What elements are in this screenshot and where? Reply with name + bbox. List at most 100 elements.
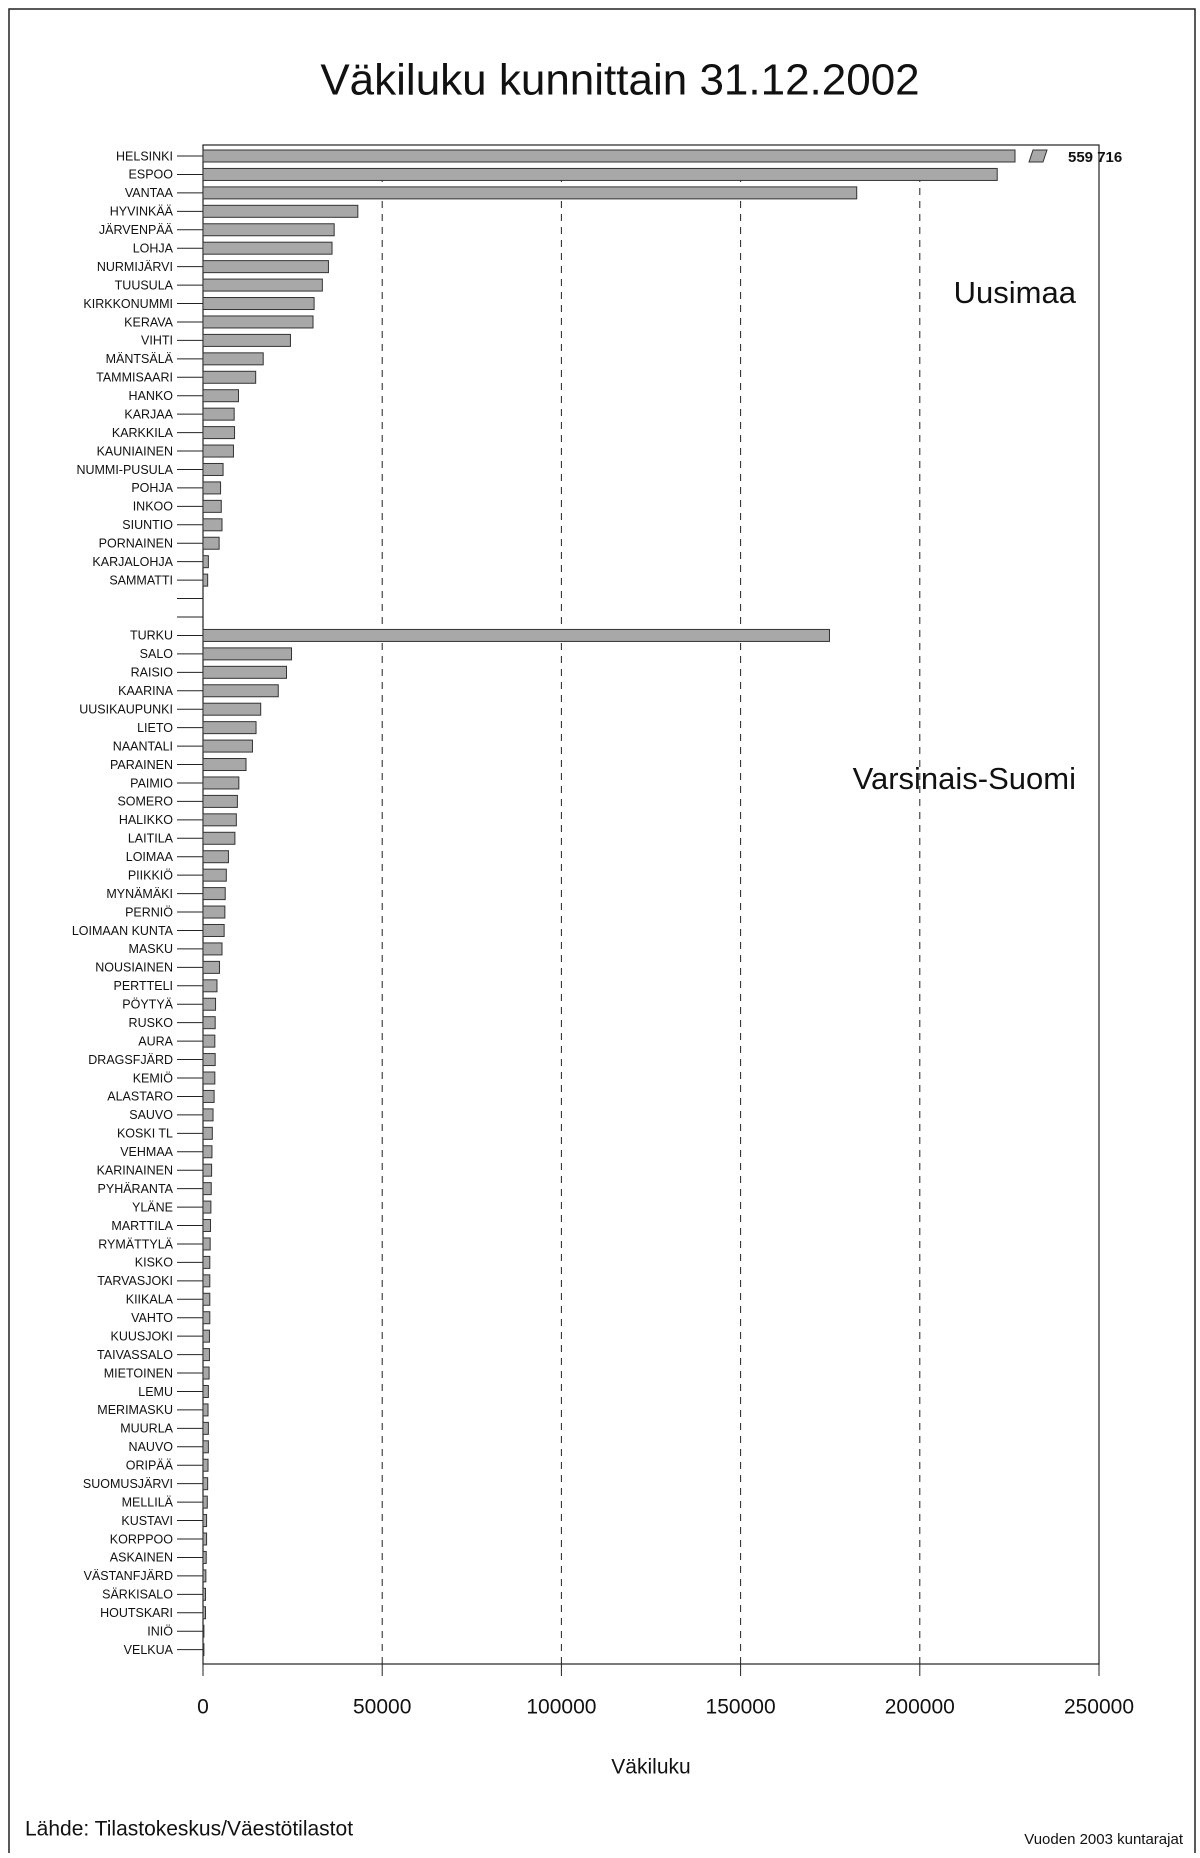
y-tick-label: HANKO (129, 389, 174, 403)
y-tick-label: UUSIKAUPUNKI (79, 702, 173, 716)
y-tick-label: MYNÄMÄKI (106, 887, 173, 901)
y-tick-label: KORPPOO (110, 1532, 173, 1546)
y-tick-label: TURKU (130, 629, 173, 643)
bar (202, 315, 314, 329)
bar (202, 1200, 212, 1214)
bar (202, 1071, 216, 1085)
bar (202, 997, 217, 1011)
bar (202, 721, 257, 735)
source: Lähde: Tilastokeskus/Väestötilastot (25, 1818, 353, 1841)
bar (202, 1126, 213, 1140)
y-tick-label: ESPOO (129, 168, 174, 182)
bar (202, 1384, 209, 1398)
bar (202, 481, 222, 495)
bar (202, 1089, 215, 1103)
y-tick-label: KISKO (135, 1256, 173, 1270)
y-tick-label: ASKAINEN (110, 1551, 173, 1565)
value-label: 559 716 (1068, 149, 1122, 166)
y-tick-label: VAHTO (131, 1311, 173, 1325)
x-tick-label: 0 (197, 1696, 209, 1719)
bar (202, 1606, 207, 1620)
y-tick-label: KIRKKONUMMI (83, 297, 173, 311)
bar (202, 647, 293, 661)
y-tick-label: LEMU (138, 1385, 173, 1399)
bar (202, 628, 830, 642)
bar (202, 960, 220, 974)
x-tick-label: 100000 (526, 1696, 596, 1719)
y-tick-label: KERAVA (124, 315, 174, 329)
y-tick-label: ORIPÄÄ (126, 1459, 174, 1473)
bar (202, 942, 223, 956)
bar (202, 444, 234, 458)
bar (202, 555, 209, 569)
bar (202, 1329, 210, 1343)
bar (202, 1255, 211, 1269)
y-tick-label: INKOO (133, 500, 174, 514)
y-tick-label: KARJALOHJA (92, 555, 173, 569)
bar (202, 1587, 207, 1601)
y-tick-label: KAARINA (118, 684, 174, 698)
bar (202, 223, 335, 237)
bar (202, 352, 264, 366)
y-tick-label: KIIKALA (126, 1293, 174, 1307)
y-tick-label: AURA (138, 1034, 173, 1048)
y-tick-label: PIIKKIÖ (128, 868, 173, 882)
y-tick-label: MUURLA (120, 1422, 173, 1436)
bar (202, 1366, 210, 1380)
chart-title: Väkiluku kunnittain 31.12.2002 (320, 56, 919, 105)
bar (202, 1532, 208, 1546)
bar (202, 850, 229, 864)
bar-break (1028, 149, 1048, 163)
y-tick-label: KARKKILA (112, 426, 174, 440)
bar (202, 702, 262, 716)
y-tick-label: NURMIJÄRVI (97, 260, 173, 274)
y-tick-label: JÄRVENPÄÄ (99, 223, 174, 237)
bar (202, 758, 247, 772)
y-tick-label: MELLILÄ (122, 1495, 174, 1509)
y-tick-label: TAMMISAARI (96, 371, 173, 385)
y-tick-label: ALASTARO (107, 1090, 173, 1104)
y-tick-label: YLÄNE (132, 1200, 173, 1214)
bar (202, 536, 220, 550)
y-tick-label: PÖYTYÄ (122, 998, 173, 1012)
bar (202, 1624, 205, 1638)
bar (202, 1182, 212, 1196)
y-tick-label: TUUSULA (115, 278, 174, 292)
bar (202, 1550, 207, 1564)
bar (202, 1403, 209, 1417)
y-tick-label: SAUVO (129, 1108, 173, 1122)
bar (202, 1145, 213, 1159)
y-tick-label: HOUTSKARI (100, 1606, 173, 1620)
x-tick-label: 200000 (885, 1696, 955, 1719)
y-tick-label: LAITILA (128, 832, 174, 846)
y-tick-label: NAUVO (129, 1440, 174, 1454)
bar (202, 1495, 208, 1509)
bar (202, 1569, 207, 1583)
note: Vuoden 2003 kuntarajat (1024, 1831, 1184, 1848)
y-tick-label: KOSKI TL (117, 1127, 173, 1141)
bar (202, 1016, 216, 1030)
bar (202, 186, 858, 200)
bar (202, 813, 237, 827)
x-tick-label: 150000 (706, 1696, 776, 1719)
y-tick-label: HYVINKÄÄ (110, 205, 174, 219)
y-tick-label: HALIKKO (119, 813, 173, 827)
bar (202, 1643, 205, 1657)
bar (202, 905, 226, 919)
y-tick-label: LOHJA (133, 241, 174, 255)
bar (202, 1034, 216, 1048)
y-tick-label: NOUSIAINEN (95, 961, 173, 975)
y-tick-label: SIUNTIO (122, 518, 173, 532)
bar (202, 1163, 213, 1177)
y-tick-label: INIÖ (147, 1624, 173, 1638)
y-tick-label: MIETOINEN (104, 1366, 173, 1380)
y-tick-label: RYMÄTTYLÄ (98, 1237, 173, 1251)
bar (202, 518, 223, 532)
y-tick-label: DRAGSFJÄRD (88, 1053, 173, 1067)
annotation: Uusimaa (954, 275, 1077, 310)
bar (202, 868, 227, 882)
bar (202, 149, 1016, 163)
y-tick-label: NAANTALI (113, 739, 173, 753)
bar (202, 1219, 212, 1233)
